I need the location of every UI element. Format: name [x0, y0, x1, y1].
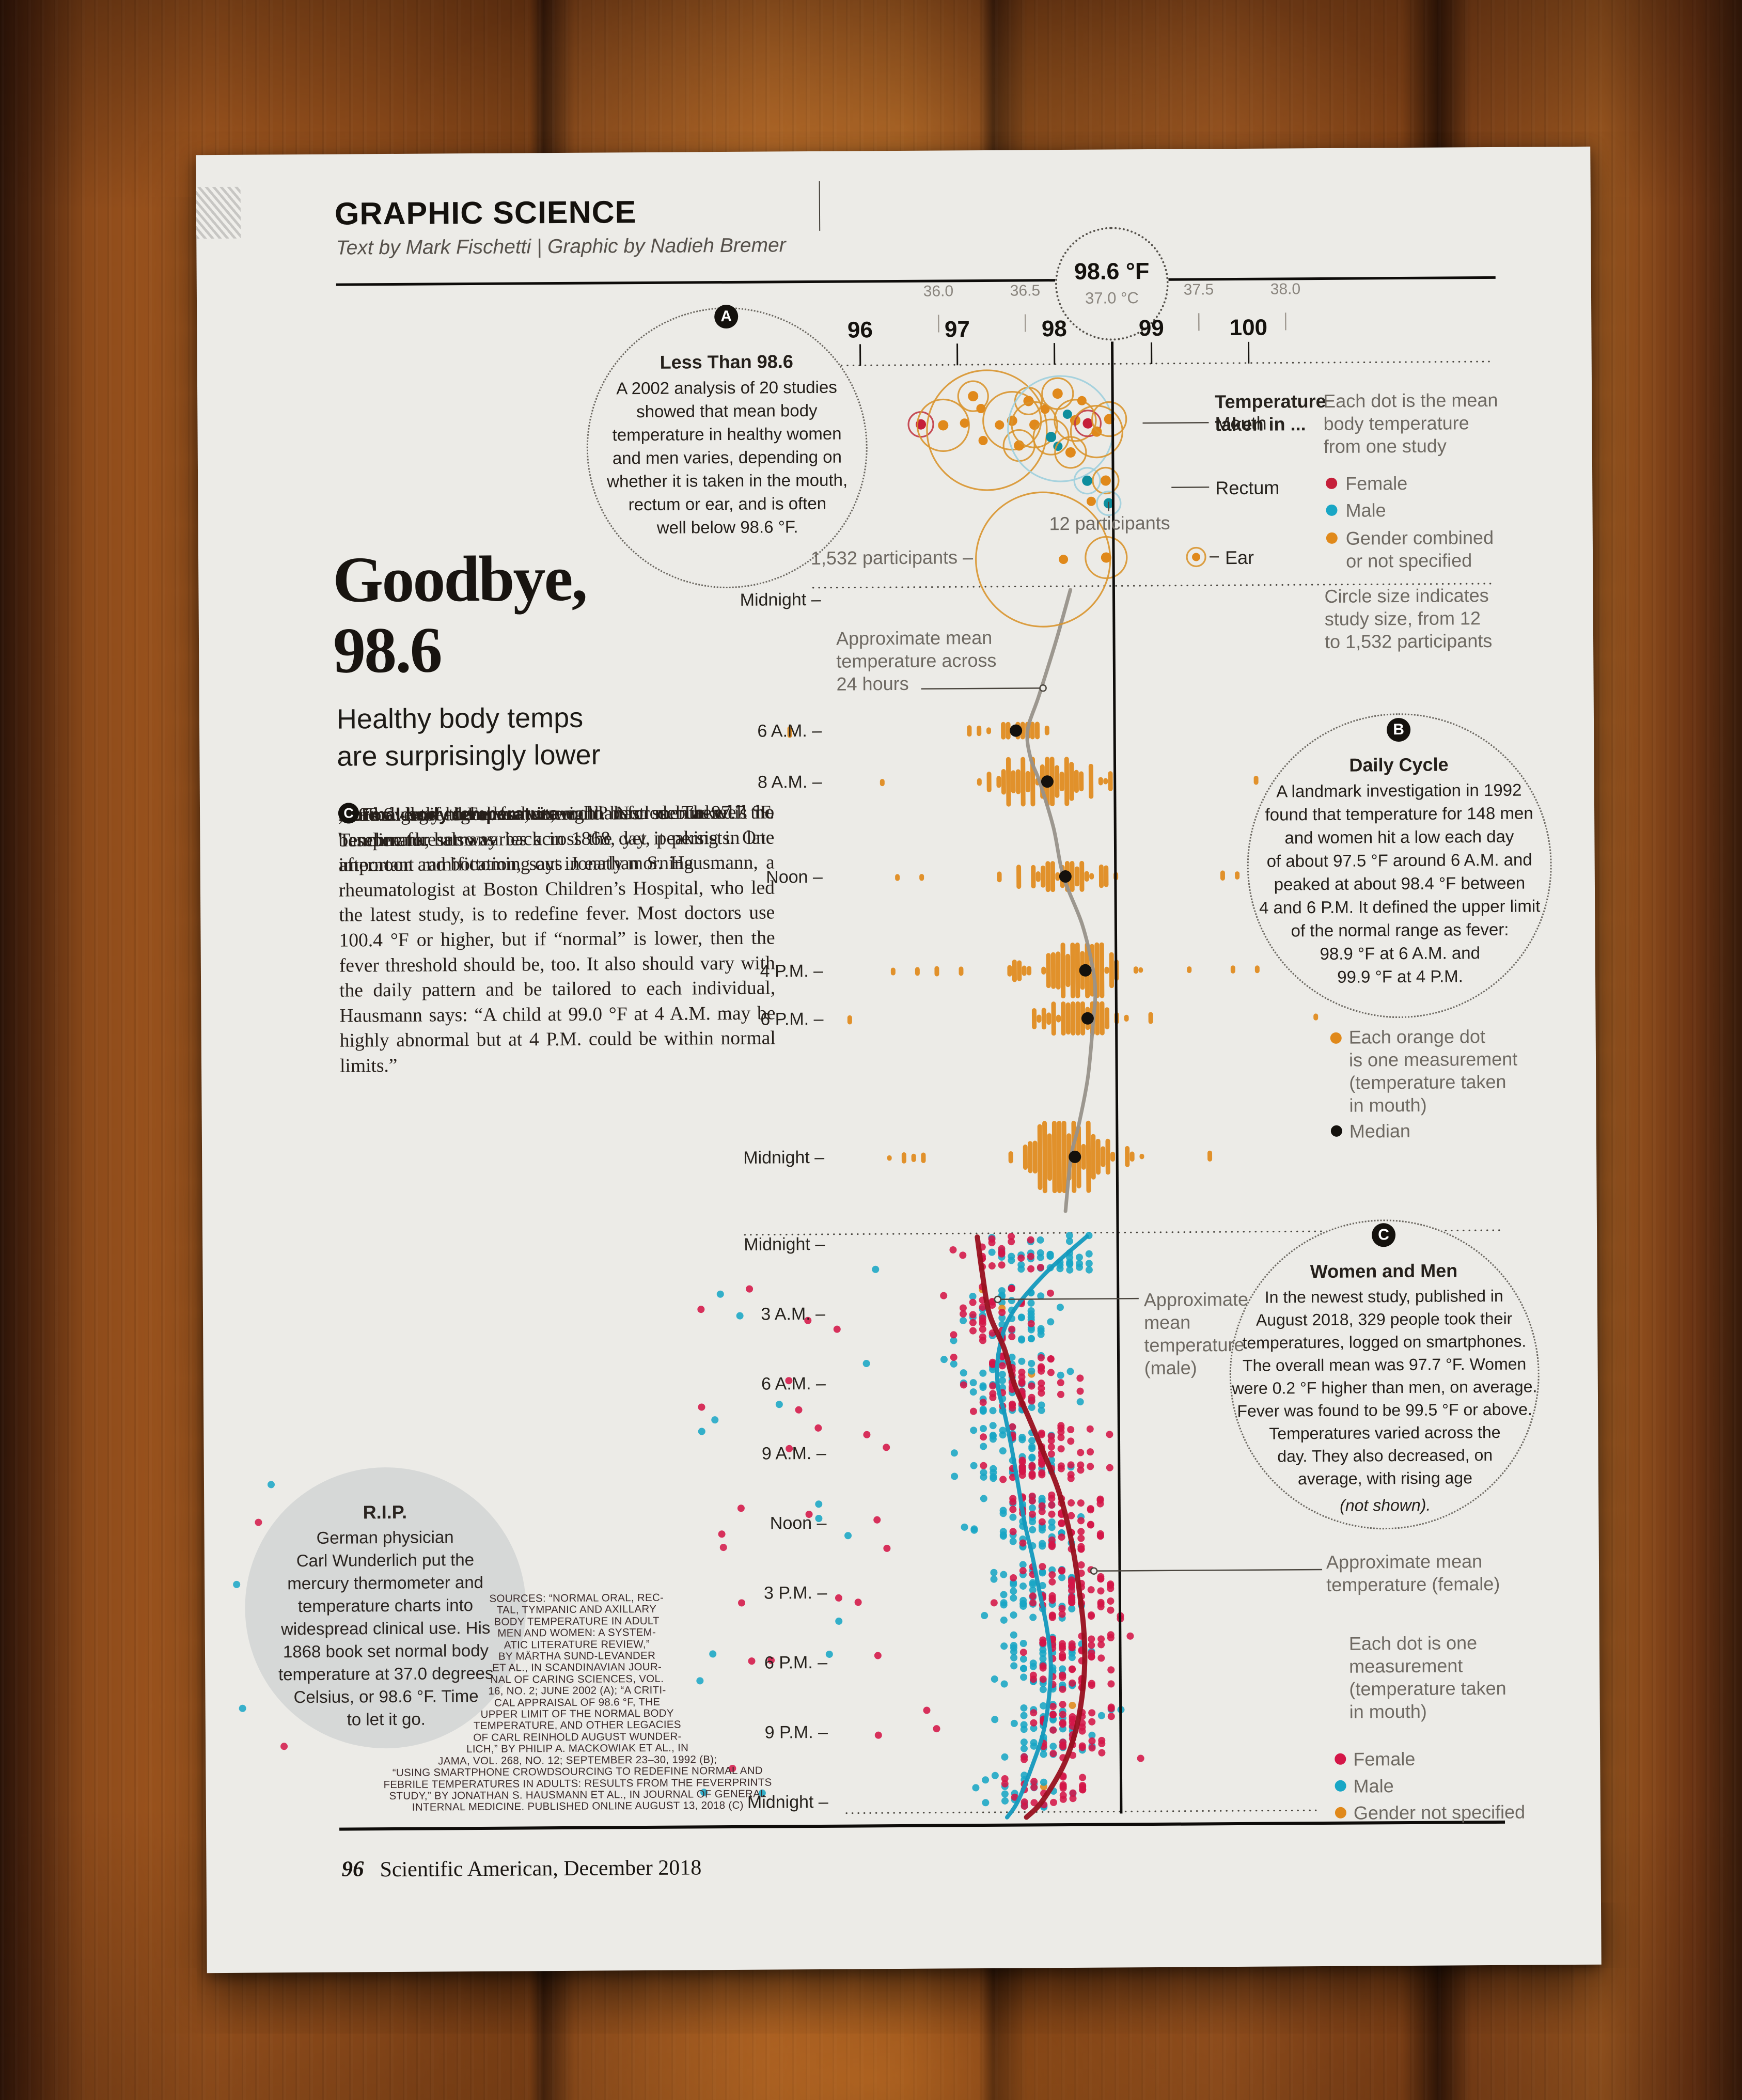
- footer-page-number: 96: [341, 1857, 364, 1882]
- footer-magazine: Scientific American, December 2018: [380, 1856, 702, 1882]
- byline: Text by Mark Fischetti | Graphic by Nadi…: [336, 234, 786, 259]
- callout-a-badge: A: [714, 304, 739, 329]
- f-tick-label: 100: [1229, 315, 1268, 341]
- time-label-mid: 6 A.M. –: [757, 720, 822, 741]
- time-label-bottom: 6 P.M. –: [764, 1652, 828, 1673]
- male-dot-icon: [1326, 504, 1338, 516]
- time-label-bottom: Noon –: [770, 1513, 827, 1533]
- rip-title: R.I.P.: [363, 1501, 407, 1523]
- time-label-bottom: 6 A.M. –: [761, 1373, 826, 1394]
- badge-fahrenheit: 98.6 °F: [1074, 258, 1150, 285]
- c-tick-label: 36.0: [923, 283, 954, 300]
- callout-c-note: (not shown).: [1340, 1495, 1431, 1515]
- annotation-day-curve: Approximate mean temperature across 24 h…: [836, 626, 997, 695]
- time-label-mid: 6 P.M. –: [760, 1009, 824, 1029]
- time-label-bottom: 9 A.M. –: [761, 1443, 826, 1464]
- unspecified-dot-icon: [1335, 1807, 1346, 1819]
- female-dot-icon: [1335, 1753, 1346, 1765]
- legend-combined: Gender combined or not specified: [1345, 526, 1494, 572]
- legend-each-dot-bottom: Each dot is one measurement (temperature…: [1348, 1632, 1506, 1722]
- c-tick-label: 38.0: [1270, 280, 1301, 298]
- time-label-bottom: 9 P.M. –: [764, 1722, 828, 1743]
- time-label-bottom: 3 A.M. –: [761, 1304, 826, 1324]
- magazine-page: GRAPHIC SCIENCE Text by Mark Fischetti |…: [196, 146, 1602, 1973]
- time-label-mid: 4 P.M. –: [760, 961, 824, 981]
- f-tick-label: 96: [847, 317, 873, 343]
- legend-ear-label: Ear: [1225, 546, 1254, 569]
- legend-median: Median: [1349, 1120, 1411, 1142]
- hatch-mark-icon: [196, 186, 241, 239]
- legend-rectum-label: Rectum: [1215, 477, 1280, 499]
- infographic-svg: [233, 276, 1505, 1831]
- time-label-mid: Midnight –: [743, 1147, 825, 1168]
- body-segment: . For two decades research has debunked …: [338, 802, 776, 1077]
- time-label-mid: Midnight –: [740, 589, 821, 610]
- annotation-female-curve: Approximate mean temperature (female): [1326, 1550, 1500, 1595]
- legend-orange-dot: Each orange dot is one measurement (temp…: [1348, 1026, 1518, 1116]
- legend-circle-size: Circle size indicates study size, from 1…: [1324, 585, 1493, 652]
- callout-c-text: In the newest study, published in August…: [1232, 1286, 1537, 1488]
- time-label-mid: Noon –: [766, 867, 823, 887]
- callout-b-text: A landmark investigation in 1992 found t…: [1259, 780, 1541, 986]
- time-label-bottom: 3 P.M. –: [763, 1582, 827, 1603]
- f-tick-label: 99: [1138, 315, 1164, 341]
- time-label-mid: 8 A.M. –: [757, 772, 822, 792]
- page-title: Goodbye, 98.6: [332, 542, 587, 687]
- f-tick-label: 98: [1041, 316, 1067, 342]
- combined-dot-icon: [1326, 532, 1338, 544]
- label-1532-participants: 1,532 participants –: [810, 546, 974, 569]
- legend-female: Female: [1345, 472, 1408, 494]
- callout-a-text: A 2002 analysis of 20 studies showed tha…: [607, 377, 848, 537]
- legend-mouth-label: Mouth: [1215, 412, 1267, 434]
- c-tick-label: 37.5: [1183, 281, 1214, 299]
- callout-b: B Daily Cycle A landmark investigation i…: [1246, 712, 1553, 1019]
- sources: SOURCES: “NORMAL ORAL, REC- TAL, TYMPANI…: [383, 1591, 772, 1814]
- callout-c: C Women and Men In the newest study, pub…: [1228, 1218, 1541, 1531]
- section-title: GRAPHIC SCIENCE: [334, 194, 637, 231]
- callout-c-badge: C: [1371, 1223, 1396, 1247]
- legend-female-bottom: Female: [1353, 1748, 1416, 1770]
- callout-b-badge: B: [1386, 717, 1411, 742]
- callout-c-title: Women and Men: [1310, 1260, 1458, 1282]
- page-subtitle: Healthy body temps are surprisingly lowe…: [336, 702, 601, 772]
- female-dot-icon: [1326, 477, 1338, 489]
- callout-b-title: Daily Cycle: [1349, 754, 1449, 776]
- median-dot-icon: [1330, 1125, 1342, 1137]
- legend-male-bottom: Male: [1353, 1775, 1394, 1797]
- f-tick-label: 97: [944, 317, 970, 342]
- male-dot-icon: [1335, 1780, 1346, 1792]
- callout-a-title: Less Than 98.6: [660, 351, 793, 373]
- legend-each-dot: Each dot is the mean body temperature fr…: [1323, 389, 1498, 457]
- orange-dot-icon: [1330, 1032, 1342, 1044]
- annotation-male-curve: Approximate mean temperature (male): [1143, 1288, 1249, 1379]
- time-label-bottom: Midnight –: [744, 1234, 825, 1255]
- label-12-participants: 12 participants: [1049, 512, 1170, 535]
- legend-unspecified: Gender not specified: [1353, 1801, 1526, 1824]
- badge-celsius: 37.0 °C: [1085, 289, 1139, 307]
- time-label-bottom: Midnight –: [747, 1792, 828, 1812]
- c-tick-label: 36.5: [1010, 282, 1041, 300]
- legend-male: Male: [1345, 499, 1386, 521]
